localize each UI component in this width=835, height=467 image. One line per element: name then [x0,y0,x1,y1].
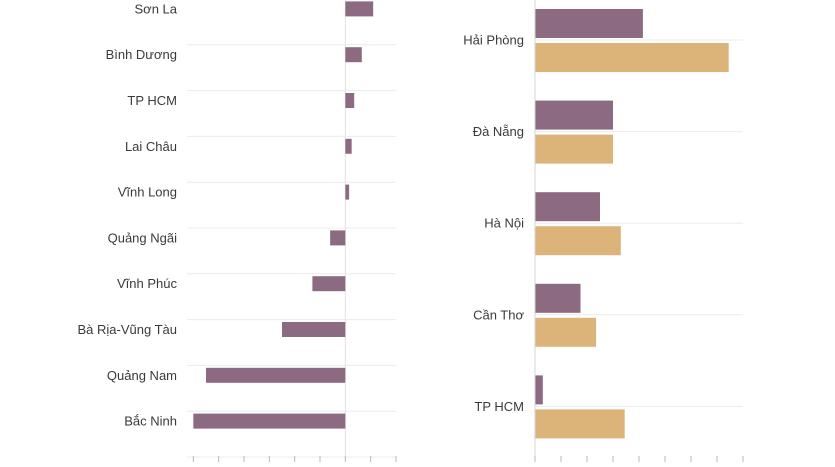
bar-9 [206,367,346,383]
bar-6 [330,230,346,246]
bar-1 [345,1,374,17]
bar-series2-4 [535,317,597,347]
bar-5 [345,184,350,200]
bar-10 [193,413,346,429]
bar-7 [312,276,346,292]
right-bar-chart: Hải Phòng Đà Nẵng Hà Nội Cần Thơ TP HCM [463,0,744,462]
category-label: Bình Dương [106,47,177,62]
bar-series1-1 [535,9,643,38]
category-label: Quảng Ngãi [108,230,177,245]
bar-series2-2 [535,134,613,164]
category-label: Sơn La [135,1,178,16]
category-label: Cần Thơ [473,307,524,322]
category-label: Vĩnh Phúc [117,276,177,291]
bar-series1-5 [535,375,543,405]
bar-series1-3 [535,192,600,222]
category-label: TP HCM [474,399,524,414]
bar-8 [282,322,346,337]
bar-series1-4 [535,283,581,313]
bar-4 [345,138,352,154]
bar-3 [345,93,355,108]
left-bar-chart: Sơn La Bình Dương TP HCM Lai Châu Vĩnh Long Q… [78,0,397,462]
bar-2 [345,47,362,63]
category-label: Bắc Ninh [124,414,177,429]
bar-series2-3 [535,226,621,256]
category-label: Vĩnh Long [118,185,177,200]
category-label: Hải Phòng [463,33,524,48]
category-label: Hà Nội [484,216,524,231]
bar-series1-2 [535,100,613,130]
bar-series2-5 [535,409,625,439]
category-label: Bà Rịa-Vũng Tàu [78,322,178,337]
category-label: Lai Châu [125,139,177,154]
bar-series2-1 [535,43,729,72]
category-label: Đà Nẵng [473,124,524,139]
category-label: TP HCM [127,93,177,108]
category-label: Quảng Nam [107,368,177,383]
